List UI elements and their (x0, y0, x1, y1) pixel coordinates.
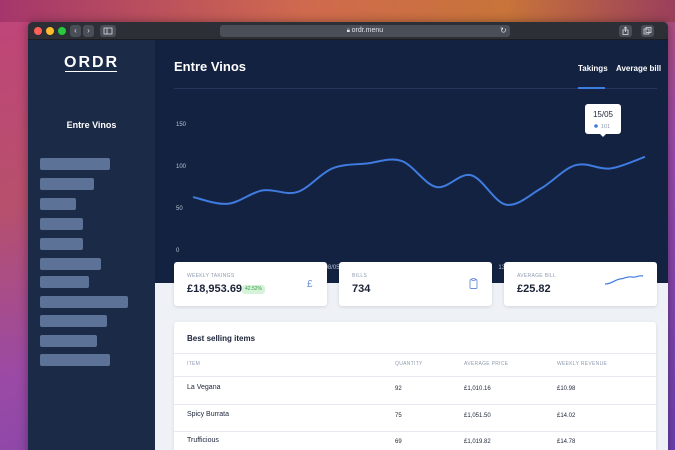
y-tick-label: 150 (176, 122, 187, 128)
tooltip-value: 101 (601, 124, 610, 130)
takings-series-line (192, 155, 646, 206)
cell-weekly-revenue: £14.02 (557, 413, 576, 419)
tabs-overview-icon[interactable] (641, 25, 654, 37)
average-bill-label: AVERAGE BILL (517, 273, 557, 279)
sidebar-item[interactable] (40, 238, 83, 250)
column-header-weekly-revenue[interactable]: WEEKLY REVENUE (557, 361, 608, 367)
forward-button[interactable]: › (83, 25, 94, 37)
sidebar-toggle-icon[interactable] (100, 25, 116, 37)
sidebar: ORDR Entre Vinos (28, 40, 155, 450)
logo-underline (65, 71, 117, 72)
x-tick-label: 08/05 (325, 265, 341, 271)
desktop-wallpaper-top (0, 0, 675, 22)
tooltip-date: 15/05 (593, 110, 614, 119)
column-header-quantity[interactable]: QUANTITY (395, 361, 423, 367)
best-selling-table: Best selling items ITEM QUANTITY AVERAGE… (174, 322, 656, 450)
cell-quantity: 69 (395, 439, 402, 445)
average-bill-value: £25.82 (517, 283, 551, 295)
cell-average-price: £1,019.82 (464, 439, 491, 445)
cell-weekly-revenue: £10.98 (557, 386, 576, 392)
cell-weekly-revenue: £14.78 (557, 439, 576, 445)
bills-card: BILLS 734 (339, 262, 492, 306)
cell-item: Trufficious (187, 437, 219, 444)
y-tick-label: 100 (176, 164, 187, 170)
address-bar[interactable]: 🔒︎ ordr.menu (220, 25, 510, 37)
sidebar-item[interactable] (40, 354, 110, 366)
ordr-logo[interactable]: ORDR (64, 54, 120, 71)
sidebar-item[interactable] (40, 296, 128, 308)
average-bill-card: AVERAGE BILL £25.82 (504, 262, 657, 306)
sidebar-item[interactable] (40, 258, 101, 270)
main-content: Entre Vinos Takings Average bill 0 50 100 1… (155, 40, 668, 450)
table-title: Best selling items (187, 334, 256, 343)
weekly-takings-value: £18,953.69 (187, 283, 243, 295)
sidebar-item[interactable] (40, 178, 94, 190)
table-divider (174, 431, 656, 432)
sidebar-item[interactable] (40, 218, 83, 230)
cell-average-price: £1,051.50 (464, 413, 491, 419)
pound-icon: £ (307, 279, 313, 290)
reload-icon[interactable]: ↻ (500, 26, 507, 35)
cell-quantity: 75 (395, 413, 402, 419)
column-header-average-price[interactable]: AVERAGE PRICE (464, 361, 509, 367)
tab-takings[interactable]: Takings (578, 64, 608, 73)
cell-item: La Vegana (187, 384, 221, 391)
clipboard-icon (469, 278, 478, 292)
chart-tooltip: 15/05 101 (585, 104, 621, 137)
y-tick-label: 0 (176, 248, 180, 254)
table-divider (174, 376, 656, 377)
sidebar-venue-name: Entre Vinos (66, 120, 117, 130)
cell-quantity: 92 (395, 386, 402, 392)
page-title: Entre Vinos (174, 59, 247, 74)
share-icon[interactable] (619, 25, 632, 37)
bills-label: BILLS (352, 273, 368, 279)
sidebar-item[interactable] (40, 315, 107, 327)
sidebar-item[interactable] (40, 158, 110, 170)
back-button[interactable]: ‹ (70, 25, 81, 37)
sidebar-item[interactable] (40, 198, 76, 210)
tooltip-series-dot (594, 124, 598, 128)
tab-average-bill[interactable]: Average bill (616, 64, 662, 73)
table-divider (174, 404, 656, 405)
lock-icon: 🔒︎ (346, 28, 352, 34)
browser-titlebar: ‹ › 🔒︎ ordr.menu ↻ (28, 22, 668, 40)
column-header-item[interactable]: ITEM (187, 361, 201, 367)
cell-item: Spicy Burrata (187, 411, 230, 418)
weekly-takings-card: WEEKLY TAKINGS £18,953.69 42.52% £ (174, 262, 327, 306)
table-divider (174, 353, 656, 354)
active-tab-indicator (578, 87, 605, 89)
sidebar-item[interactable] (40, 276, 89, 288)
tabs-divider (174, 88, 657, 89)
bills-value: 734 (352, 283, 371, 295)
minimize-window-button[interactable] (46, 27, 54, 35)
weekly-takings-label: WEEKLY TAKINGS (187, 273, 235, 279)
cell-average-price: £1,010.16 (464, 386, 491, 392)
maximize-window-button[interactable] (58, 27, 66, 35)
weekly-takings-change-badge: 42.52% (242, 285, 265, 294)
sparkline-icon (604, 274, 644, 289)
sidebar-item[interactable] (40, 335, 97, 347)
url-text: ordr.menu (351, 27, 384, 34)
y-tick-label: 50 (176, 206, 183, 212)
browser-window: ‹ › 🔒︎ ordr.menu ↻ ORDR Entre Vinos En (28, 22, 668, 450)
close-window-button[interactable] (34, 27, 42, 35)
